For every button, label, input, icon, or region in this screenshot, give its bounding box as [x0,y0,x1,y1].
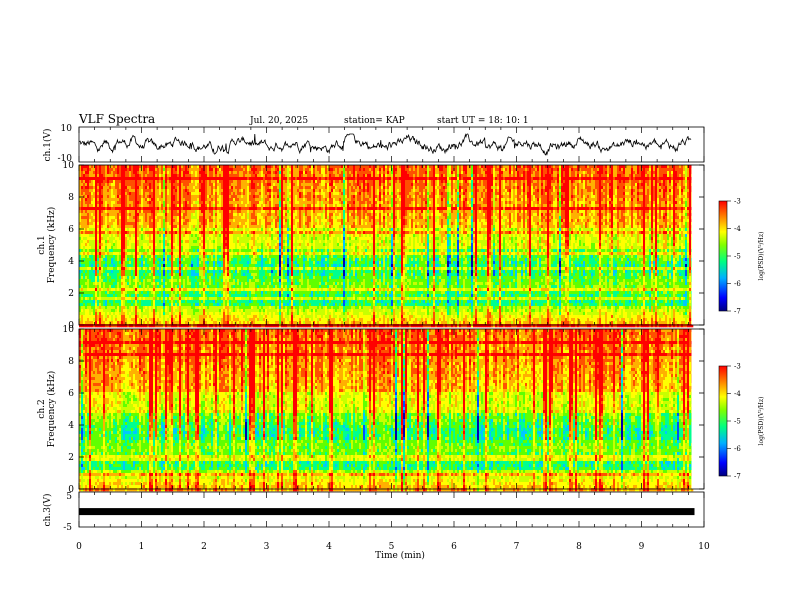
start-time-label: start UT = 18: 10: 1 [437,116,529,126]
freq-tick-label: 0 [68,321,74,331]
time-axis-label: Time (min) [375,550,425,561]
ch3-voltage-ticks [78,492,705,527]
figure-title: VLF Spectra [78,112,155,126]
ch2-colorbar-gradient [718,365,728,477]
time-tick-label: 1 [139,542,145,552]
ch1-ytick-top: 10 [61,124,73,134]
ch3-voltage-ylabel: ch.3(V) [42,494,53,527]
ch3-ytick-top: 5 [66,492,72,502]
ch1-spectrogram-ylabel-channel: ch.1 [37,235,47,254]
station-label: station= KAP [344,116,405,126]
ch2-spectrogram-panel: 0 2 4 6 8 10 ch.2 Frequency (kHz) [37,325,705,495]
time-tick-label: 2 [201,542,207,552]
freq-tick-label: 6 [68,389,74,399]
ch1-spectrogram-panel: 0 2 4 6 8 10 ch.1 Frequency (kHz) [37,161,705,331]
freq-tick-label: 10 [63,161,75,171]
time-tick-label: 10 [698,542,710,552]
time-tick-label: 7 [514,542,520,552]
ch2-spectrogram-ylabel-channel: ch.2 [37,399,47,418]
time-tick-label: 8 [576,542,582,552]
time-tick-label: 0 [76,542,82,552]
ch1-voltage-ylabel: ch.1(V) [42,129,53,162]
colorbar-tick-label: -6 [734,445,741,453]
colorbar-tick-label: -6 [734,280,741,288]
ch1-spectrogram-ylabel-freq: Frequency (kHz) [46,207,57,284]
ch2-spectrogram-ylabel-freq: Frequency (kHz) [46,371,57,448]
ch2-colorbar: -3 -4 -5 -6 -7 log(PSD)(V²/Hz) [718,363,765,481]
freq-tick-label: 4 [68,257,74,267]
colorbar-tick-label: -4 [734,225,741,233]
ch1-colorbar-label: log(PSD)(V²/Hz) [758,232,765,281]
ch1-spectrogram-heatmap [79,165,704,328]
ch2-spectrogram-xticks [78,329,705,489]
ch1-colorbar: -3 -4 -5 -6 -7 log(PSD)(V²/Hz) [718,198,765,316]
ch1-spectrogram-yticks: 0 2 4 6 8 10 [63,161,704,331]
time-tick-label: 3 [264,542,270,552]
freq-tick-label: 8 [68,357,74,367]
colorbar-tick-label: -3 [734,198,741,206]
ch1-spectrogram-xticks [78,165,705,325]
ch1-colorbar-gradient [718,200,728,312]
time-tick-label: 4 [326,542,332,552]
time-axis-tick-labels: 0 1 2 3 4 5 6 7 8 9 10 [76,542,710,552]
time-tick-label: 6 [451,542,457,552]
ch2-spectrogram-heatmap [79,329,704,492]
ch1-voltage-trace [79,133,692,156]
ch2-colorbar-label: log(PSD)(V²/Hz) [758,397,765,446]
ch1-colorbar-ticks: -3 -4 -5 -6 -7 [727,198,741,316]
freq-tick-label: 2 [68,453,74,463]
ch2-spectrogram-yticks: 0 2 4 6 8 10 [63,325,704,495]
freq-tick-label: 2 [68,289,74,299]
freq-tick-label: 8 [68,193,74,203]
time-tick-label: 5 [389,542,395,552]
ch3-voltage-panel: 5 -5 ch.3(V) [42,491,705,533]
ch2-colorbar-ticks: -3 -4 -5 -6 -7 [727,363,741,481]
time-tick-label: 9 [639,542,645,552]
colorbar-tick-label: -5 [734,253,741,261]
colorbar-tick-label: -5 [734,418,741,426]
ch3-ytick-bottom: -5 [63,523,72,533]
freq-tick-label: 4 [68,421,74,431]
freq-tick-label: 6 [68,225,74,235]
colorbar-tick-label: -4 [734,390,741,398]
ch1-voltage-panel: 10 -10 ch.1(V) [42,124,705,164]
freq-tick-label: 0 [68,485,74,495]
ch1-ytick-bottom: -10 [58,154,73,164]
colorbar-tick-label: -7 [734,473,741,481]
ch3-voltage-trace [79,508,695,516]
colorbar-tick-label: -3 [734,363,741,371]
ch1-voltage-ticks [78,127,705,162]
freq-tick-label: 10 [63,325,75,335]
colorbar-tick-label: -7 [734,308,741,316]
date-label: Jul. 20, 2025 [249,116,308,126]
